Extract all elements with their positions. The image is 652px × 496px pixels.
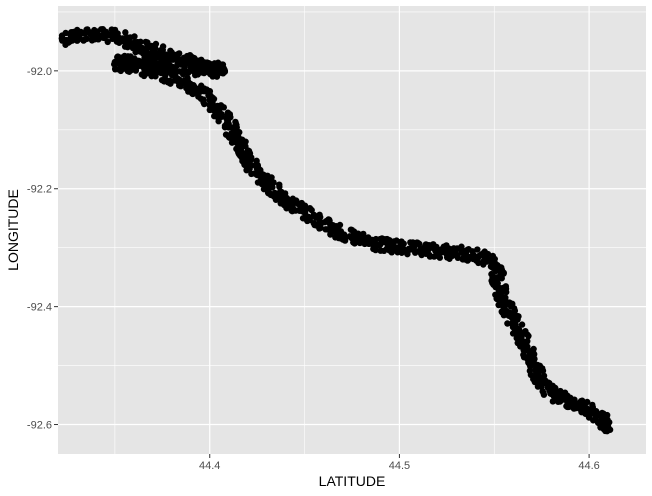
data-point (132, 67, 140, 74)
data-point (248, 156, 255, 163)
data-point (220, 104, 228, 111)
y-axis-title: LONGITUDE (5, 189, 21, 271)
data-point (539, 367, 547, 375)
data-point (167, 80, 174, 87)
data-point (508, 314, 516, 321)
data-point (336, 221, 344, 229)
x-axis-title: LATITUDE (319, 473, 386, 489)
data-point (104, 38, 111, 46)
data-point (584, 398, 591, 406)
data-point (246, 165, 253, 172)
x-tick-label: 44.6 (578, 460, 599, 472)
data-point (201, 100, 208, 108)
data-point (500, 311, 508, 319)
data-point (596, 418, 604, 425)
data-point (518, 321, 526, 328)
data-point (341, 237, 349, 244)
data-point (416, 240, 423, 248)
data-point (276, 183, 283, 191)
data-point (372, 246, 379, 254)
grid-minor (58, 6, 646, 454)
data-point (174, 60, 181, 67)
data-point (504, 320, 511, 327)
y-axis-ticks: -92.0 -92.2 -92.4 -92.6 (27, 66, 58, 432)
data-point (540, 391, 548, 398)
data-point (215, 118, 222, 125)
data-point (436, 254, 444, 261)
x-axis-ticks: 44.4 44.5 44.6 (199, 454, 600, 472)
data-points (58, 26, 614, 435)
data-point (179, 71, 187, 78)
data-point (400, 240, 407, 247)
data-point (540, 372, 548, 379)
data-point (152, 73, 159, 80)
y-tick-label: -92.6 (27, 420, 52, 432)
data-point (118, 54, 125, 61)
x-tick-label: 44.4 (199, 460, 220, 472)
data-point (494, 296, 501, 303)
y-tick-label: -92.4 (27, 302, 52, 314)
data-point (177, 83, 184, 90)
y-tick-label: -92.0 (27, 66, 52, 78)
data-point (404, 250, 411, 258)
data-point (269, 184, 276, 191)
data-point (137, 38, 144, 46)
data-point (175, 50, 183, 57)
data-point (152, 45, 159, 52)
data-point (474, 246, 481, 253)
data-point (525, 332, 532, 340)
data-point (502, 288, 510, 296)
x-tick-label: 44.5 (389, 460, 410, 472)
data-point (131, 33, 138, 40)
data-point (122, 29, 129, 36)
data-point (597, 424, 604, 431)
data-point (317, 224, 324, 232)
y-tick-label: -92.2 (27, 184, 52, 196)
data-point (484, 250, 492, 258)
data-point (83, 35, 90, 43)
data-point (454, 254, 462, 262)
data-point (498, 275, 505, 282)
